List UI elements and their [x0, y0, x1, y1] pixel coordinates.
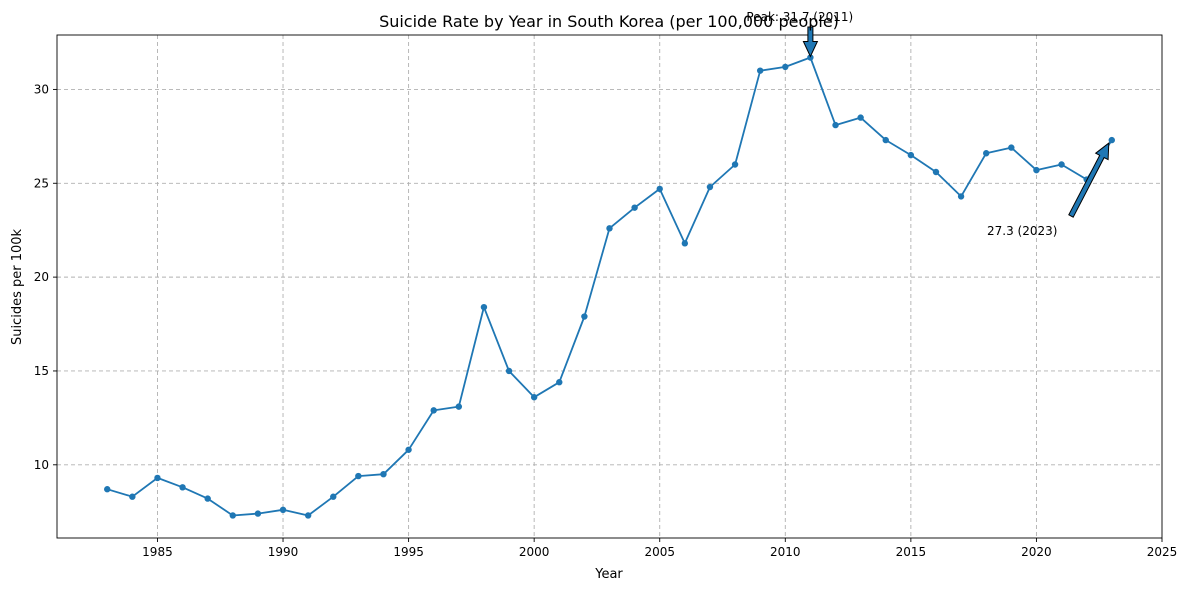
data-point — [832, 121, 839, 129]
data-point — [104, 486, 111, 493]
y-tick-label: 15 — [34, 364, 49, 378]
data-point — [907, 151, 915, 159]
x-tick-label: 1995 — [393, 545, 424, 559]
y-tick-label: 25 — [34, 176, 49, 190]
data-point — [556, 379, 563, 386]
annotations: Peak: 31.7 (2011) 27.3 (2023) — [746, 10, 1110, 238]
data-point — [631, 204, 638, 211]
data-point — [405, 446, 412, 453]
data-point — [782, 63, 789, 71]
data-point — [430, 407, 437, 414]
data-point — [731, 161, 739, 168]
data-point — [932, 168, 940, 176]
x-tick-label: 2005 — [644, 545, 675, 559]
x-tick-label: 2015 — [896, 545, 927, 559]
peak-arrow — [802, 26, 819, 58]
data-point — [857, 114, 864, 121]
y-tick-label: 10 — [34, 458, 49, 472]
data-point — [1008, 144, 1015, 151]
y-tick-label: 20 — [34, 270, 49, 284]
data-point — [229, 512, 236, 519]
data-point — [756, 67, 764, 74]
x-tick-label: 1985 — [142, 545, 173, 559]
data-point — [706, 183, 714, 191]
data-point — [204, 495, 211, 502]
data-point — [1033, 166, 1040, 174]
y-tick-label: 30 — [34, 82, 49, 96]
data-point — [330, 493, 337, 500]
data-point — [882, 136, 889, 144]
peak-annotation-label: Peak: 31.7 (2011) — [746, 10, 853, 24]
data-point — [530, 394, 538, 401]
x-axis-label: Year — [594, 567, 623, 582]
latest-annotation-label: 27.3 (2023) — [987, 224, 1057, 238]
x-tick-label: 2020 — [1021, 545, 1052, 559]
data-point — [129, 493, 136, 500]
data-point — [1108, 136, 1115, 144]
chart-title: Suicide Rate by Year in South Korea (per… — [379, 12, 839, 31]
grid — [57, 35, 1162, 538]
data-point — [279, 506, 287, 514]
axis-ticks: 1985 1990 1995 2000 2005 2010 2015 2020 20251015… — [34, 82, 1178, 559]
x-tick-label: 1990 — [268, 545, 299, 559]
latest-arrow — [1068, 142, 1110, 218]
data-point — [179, 484, 186, 491]
data-point — [983, 150, 990, 157]
data-point — [957, 193, 965, 200]
data-point — [254, 510, 262, 517]
data-point — [681, 240, 689, 247]
y-axis-label: Suicides per 100k — [10, 228, 25, 345]
data-point — [505, 367, 513, 375]
data-point — [656, 185, 663, 193]
data-point — [581, 313, 588, 320]
x-tick-label: 2010 — [770, 545, 801, 559]
data-point — [606, 225, 613, 232]
data-point — [455, 403, 463, 410]
data-point — [304, 512, 312, 519]
data-point — [355, 472, 362, 480]
data-point — [480, 303, 488, 311]
data-point — [380, 470, 387, 478]
x-tick-label: 2000 — [519, 545, 550, 559]
data-point — [1058, 161, 1065, 168]
x-tick-label: 2025 — [1147, 545, 1178, 559]
series-line — [104, 54, 1115, 519]
plot-frame — [56, 34, 1163, 539]
data-point — [154, 474, 161, 482]
